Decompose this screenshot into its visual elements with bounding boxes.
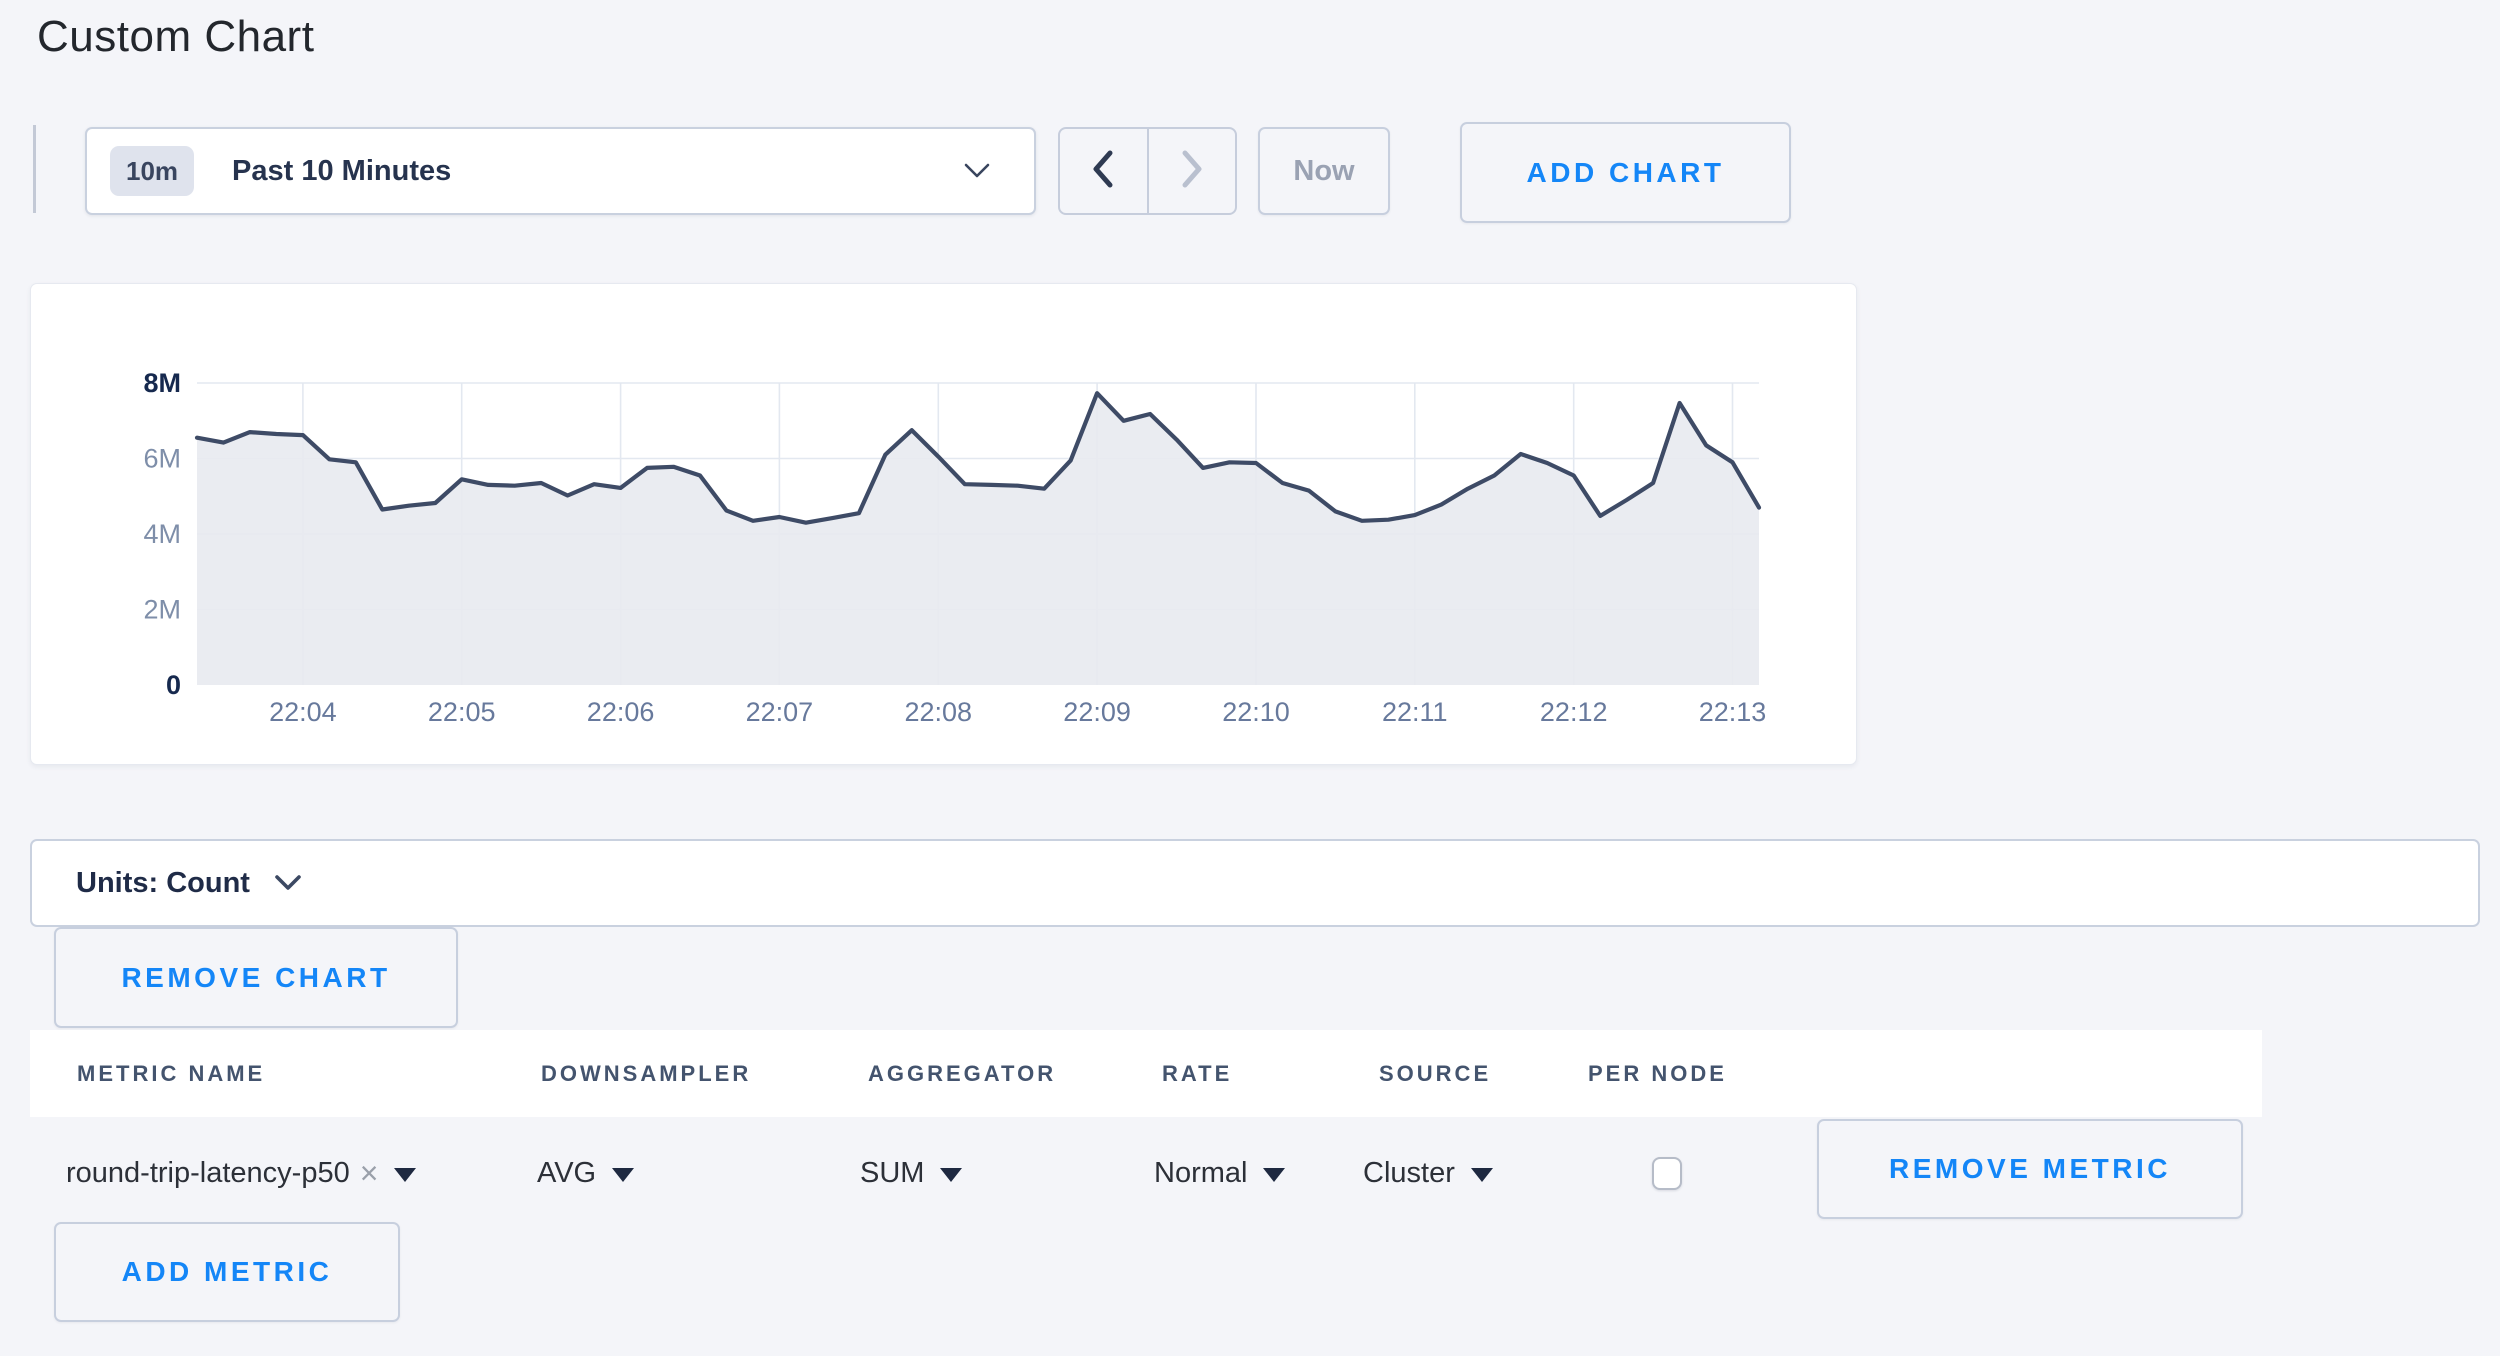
- remove-tag-icon[interactable]: ×: [359, 1155, 379, 1191]
- per-node-checkbox[interactable]: [1652, 1157, 1682, 1190]
- downsampler-select[interactable]: AVG: [537, 1145, 635, 1201]
- metric-name-value: round-trip-latency-p50: [66, 1156, 350, 1189]
- chevron-down-icon: [274, 875, 302, 891]
- x-axis-label: 22:12: [1540, 697, 1608, 727]
- x-axis-label: 22:09: [1063, 697, 1131, 727]
- source-select[interactable]: Cluster: [1363, 1145, 1493, 1201]
- remove-chart-button[interactable]: REMOVE CHART: [54, 927, 458, 1028]
- remove-metric-button[interactable]: REMOVE METRIC: [1817, 1119, 2243, 1219]
- add-chart-button[interactable]: ADD CHART: [1460, 122, 1791, 223]
- chevron-down-icon: [964, 163, 990, 179]
- units-dropdown[interactable]: Units: Count: [30, 839, 2480, 927]
- x-axis-label: 22:10: [1222, 697, 1290, 727]
- timeseries-chart-card: 0 2M 4M 6M 8M 22:04 22:05 22:06 22:07 22:08 22:09 2…: [30, 283, 1857, 765]
- chevron-right-icon: [1180, 150, 1204, 193]
- time-scale-badge: 10m: [110, 146, 195, 196]
- source-value: Cluster: [1363, 1156, 1455, 1189]
- column-header-per-node: PER NODE: [1588, 1060, 1727, 1086]
- time-range-label: Past 10 Minutes: [232, 154, 452, 187]
- rate-select[interactable]: Normal: [1154, 1145, 1286, 1201]
- y-axis-label: 6M: [143, 444, 181, 474]
- y-axis-label: 2M: [143, 595, 181, 625]
- x-axis-label: 22:08: [905, 697, 973, 727]
- x-axis-label: 22:04: [269, 697, 337, 727]
- x-axis-label: 22:13: [1699, 697, 1767, 727]
- x-axis-label: 22:07: [746, 697, 814, 727]
- next-time-window-button[interactable]: [1149, 129, 1236, 213]
- units-label: Units: Count: [76, 866, 250, 899]
- column-header-source: SOURCE: [1379, 1060, 1492, 1086]
- column-header-aggregator: AGGREGATOR: [868, 1060, 1057, 1086]
- prev-time-window-button[interactable]: [1060, 129, 1149, 213]
- metrics-table-header: METRIC NAME DOWNSAMPLER AGGREGATOR RATE …: [30, 1030, 2262, 1117]
- triangle-down-icon: [940, 1168, 963, 1182]
- chevron-left-icon: [1091, 150, 1115, 193]
- add-metric-button[interactable]: ADD METRIC: [54, 1222, 400, 1322]
- now-button[interactable]: Now: [1258, 127, 1390, 215]
- y-axis-label: 8M: [143, 368, 181, 398]
- x-axis-label: 22:06: [587, 697, 655, 727]
- rate-value: Normal: [1154, 1156, 1248, 1189]
- series-line: [194, 391, 1762, 525]
- y-axis-label: 4M: [143, 519, 181, 549]
- time-range-dropdown[interactable]: 10m Past 10 Minutes: [85, 127, 1036, 215]
- column-header-downsampler: DOWNSAMPLER: [541, 1060, 752, 1086]
- x-axis-label: 22:05: [428, 697, 496, 727]
- metric-name-select[interactable]: round-trip-latency-p50 ×: [66, 1145, 417, 1201]
- column-header-metric-name: METRIC NAME: [77, 1060, 266, 1086]
- timeseries-chart-plot[interactable]: 0 2M 4M 6M 8M 22:04 22:05 22:06 22:07 22:08 22:09 2…: [31, 284, 1858, 766]
- x-axis-label: 22:11: [1382, 697, 1448, 727]
- downsampler-value: AVG: [537, 1156, 597, 1189]
- column-header-rate: RATE: [1162, 1060, 1233, 1086]
- triangle-down-icon: [394, 1168, 417, 1182]
- time-window-pager: [1058, 127, 1237, 215]
- toolbar-accent-divider: [33, 125, 36, 213]
- triangle-down-icon: [612, 1168, 635, 1182]
- aggregator-select[interactable]: SUM: [860, 1145, 963, 1201]
- page-title: Custom Chart: [37, 12, 315, 61]
- aggregator-value: SUM: [860, 1156, 925, 1189]
- y-axis-label: 0: [166, 670, 181, 700]
- series-area-fill: [197, 393, 1759, 685]
- triangle-down-icon: [1470, 1168, 1493, 1182]
- triangle-down-icon: [1263, 1168, 1286, 1182]
